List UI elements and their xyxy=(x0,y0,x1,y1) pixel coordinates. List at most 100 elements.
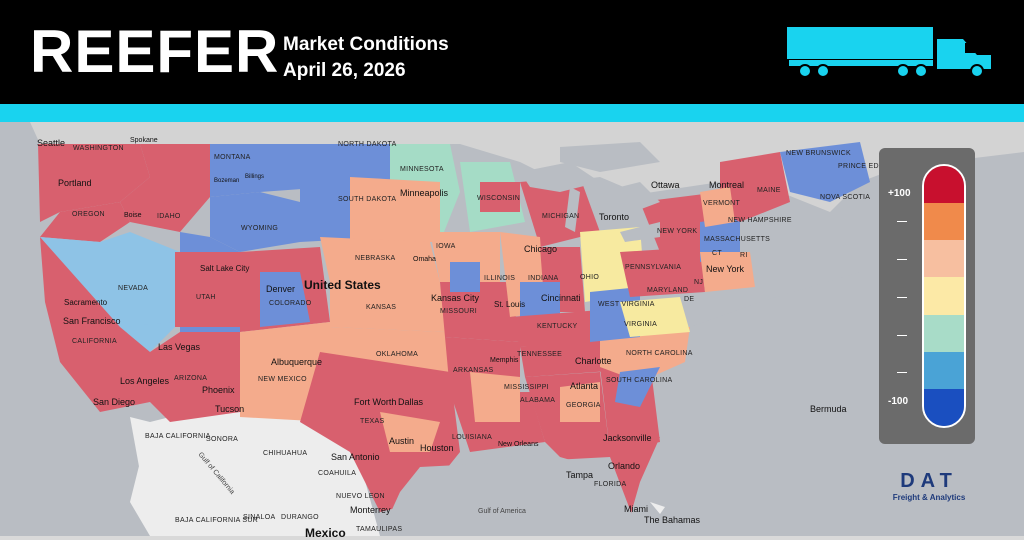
legend-swatch xyxy=(924,166,964,204)
state-label: NORTH CAROLINA xyxy=(626,350,693,357)
city-label: San Diego xyxy=(93,397,136,407)
state-label: OHIO xyxy=(580,274,600,281)
market-map xyxy=(0,122,1024,536)
dat-tagline: Freight & Analytics xyxy=(892,493,966,502)
state-label: NUEVO LEON xyxy=(336,493,385,500)
state-label: BAJA CALIFORNIA xyxy=(145,433,211,440)
city-label: Charlotte xyxy=(575,356,612,366)
city-label: Cincinnati xyxy=(541,293,581,303)
city-label: Phoenix xyxy=(202,385,235,395)
legend-swatch xyxy=(924,314,964,352)
state-label: VIRGINIA xyxy=(624,321,658,328)
city-label: Atlanta xyxy=(570,381,599,391)
state-label: OKLAHOMA xyxy=(376,351,419,358)
city-label: Fort Worth xyxy=(354,397,397,407)
city-label: New Orleans xyxy=(498,441,539,448)
city-label: Kansas City xyxy=(431,293,480,303)
city-label: The Bahamas xyxy=(644,515,701,525)
page-title: REEFER xyxy=(30,18,280,85)
state-label: MARYLAND xyxy=(647,287,689,294)
state-label: ALABAMA xyxy=(520,397,556,404)
city-label: Montreal xyxy=(709,180,745,190)
state-label: GEORGIA xyxy=(566,402,601,409)
state-label: DE xyxy=(684,296,695,303)
state-label: COLORADO xyxy=(269,300,312,307)
city-label: Tampa xyxy=(566,470,594,480)
city-label: Orlando xyxy=(608,461,641,471)
state-label: IDAHO xyxy=(157,213,181,220)
state-label: TEXAS xyxy=(360,418,385,425)
state-label: UTAH xyxy=(196,294,216,301)
state-label: SOUTH CAROLINA xyxy=(606,377,673,384)
city-label: Portland xyxy=(58,178,92,188)
state-label: KANSAS xyxy=(366,304,397,311)
legend-tick: — xyxy=(897,254,907,265)
legend-swatch xyxy=(924,240,964,278)
state-label: FLORIDA xyxy=(594,481,627,488)
state-label: COAHUILA xyxy=(318,470,357,477)
city-label: San Francisco xyxy=(63,316,121,326)
city-label: Chicago xyxy=(524,244,558,254)
city-label: Minneapolis xyxy=(400,188,449,198)
accent-stripe xyxy=(0,104,1024,122)
legend-swatch xyxy=(924,351,964,389)
dat-wordmark: DAT xyxy=(900,470,958,492)
city-label: Bermuda xyxy=(810,404,847,414)
page-date: April 26, 2026 xyxy=(283,60,406,81)
city-label: Ottawa xyxy=(651,180,680,190)
state-label: MISSISSIPPI xyxy=(504,384,549,391)
state-label: MICHIGAN xyxy=(542,213,580,220)
city-label: Seattle xyxy=(37,138,66,148)
state-label: MISSOURI xyxy=(440,308,478,315)
city-label: Dallas xyxy=(398,397,424,407)
state-label: MAINE xyxy=(757,187,781,194)
page-subtitle: Market Conditions xyxy=(283,34,449,55)
dat-logo: DAT Freight & Analytics xyxy=(889,470,969,502)
state-label: NORTH DAKOTA xyxy=(338,141,397,148)
city-label: Los Angeles xyxy=(120,376,170,386)
state-label: NEW MEXICO xyxy=(258,376,307,383)
legend-color-bar xyxy=(922,164,966,428)
legend-tick: — xyxy=(897,216,907,227)
state-label: PENNSYLVANIA xyxy=(625,264,682,271)
reefer-truck-icon xyxy=(787,27,991,78)
state-label: MONTANA xyxy=(214,154,251,161)
state-label: NEW YORK xyxy=(657,228,698,235)
legend-tick: — xyxy=(897,330,907,341)
city-label: Houston xyxy=(420,443,454,453)
country-label: United States xyxy=(304,278,381,292)
state-label: SONORA xyxy=(206,436,239,443)
city-label: Denver xyxy=(266,284,296,294)
state-label: CHIHUAHUA xyxy=(263,450,308,457)
city-label: Omaha xyxy=(413,256,436,263)
state-label: VERMONT xyxy=(703,200,741,207)
city-label: Boise xyxy=(124,212,142,219)
legend-swatch xyxy=(924,277,964,315)
state-label: IOWA xyxy=(436,243,456,250)
state-label: NOVA SCOTIA xyxy=(820,194,871,201)
city-label: Sacramento xyxy=(64,298,108,307)
city-label: Miami xyxy=(624,504,648,514)
city-label: Austin xyxy=(389,436,415,446)
city-label: Albuquerque xyxy=(271,357,323,367)
state-label: DURANGO xyxy=(281,514,319,521)
city-label: Monterrey xyxy=(350,505,391,515)
legend-swatch xyxy=(924,203,964,241)
state-label: INDIANA xyxy=(528,275,559,282)
city-label: San Antonio xyxy=(331,452,380,462)
city-label: Tucson xyxy=(215,404,245,414)
state-label: LOUISIANA xyxy=(452,434,493,441)
state-label: ARKANSAS xyxy=(453,367,494,374)
legend-tick: — xyxy=(897,367,907,378)
city-label: Salt Lake City xyxy=(200,264,250,273)
city-label: Las Vegas xyxy=(158,342,201,352)
color-legend: +100 — — — — — -100 xyxy=(879,148,975,444)
state-label: WEST VIRGINIA xyxy=(598,301,655,308)
state-label: CT xyxy=(712,250,722,257)
city-label: New York xyxy=(706,264,745,274)
city-label: Spokane xyxy=(130,137,158,144)
state-label: RI xyxy=(740,252,748,259)
state-label: TENNESSEE xyxy=(517,351,563,358)
state-label: KENTUCKY xyxy=(537,323,578,330)
legend-max-label: +100 xyxy=(888,188,911,199)
